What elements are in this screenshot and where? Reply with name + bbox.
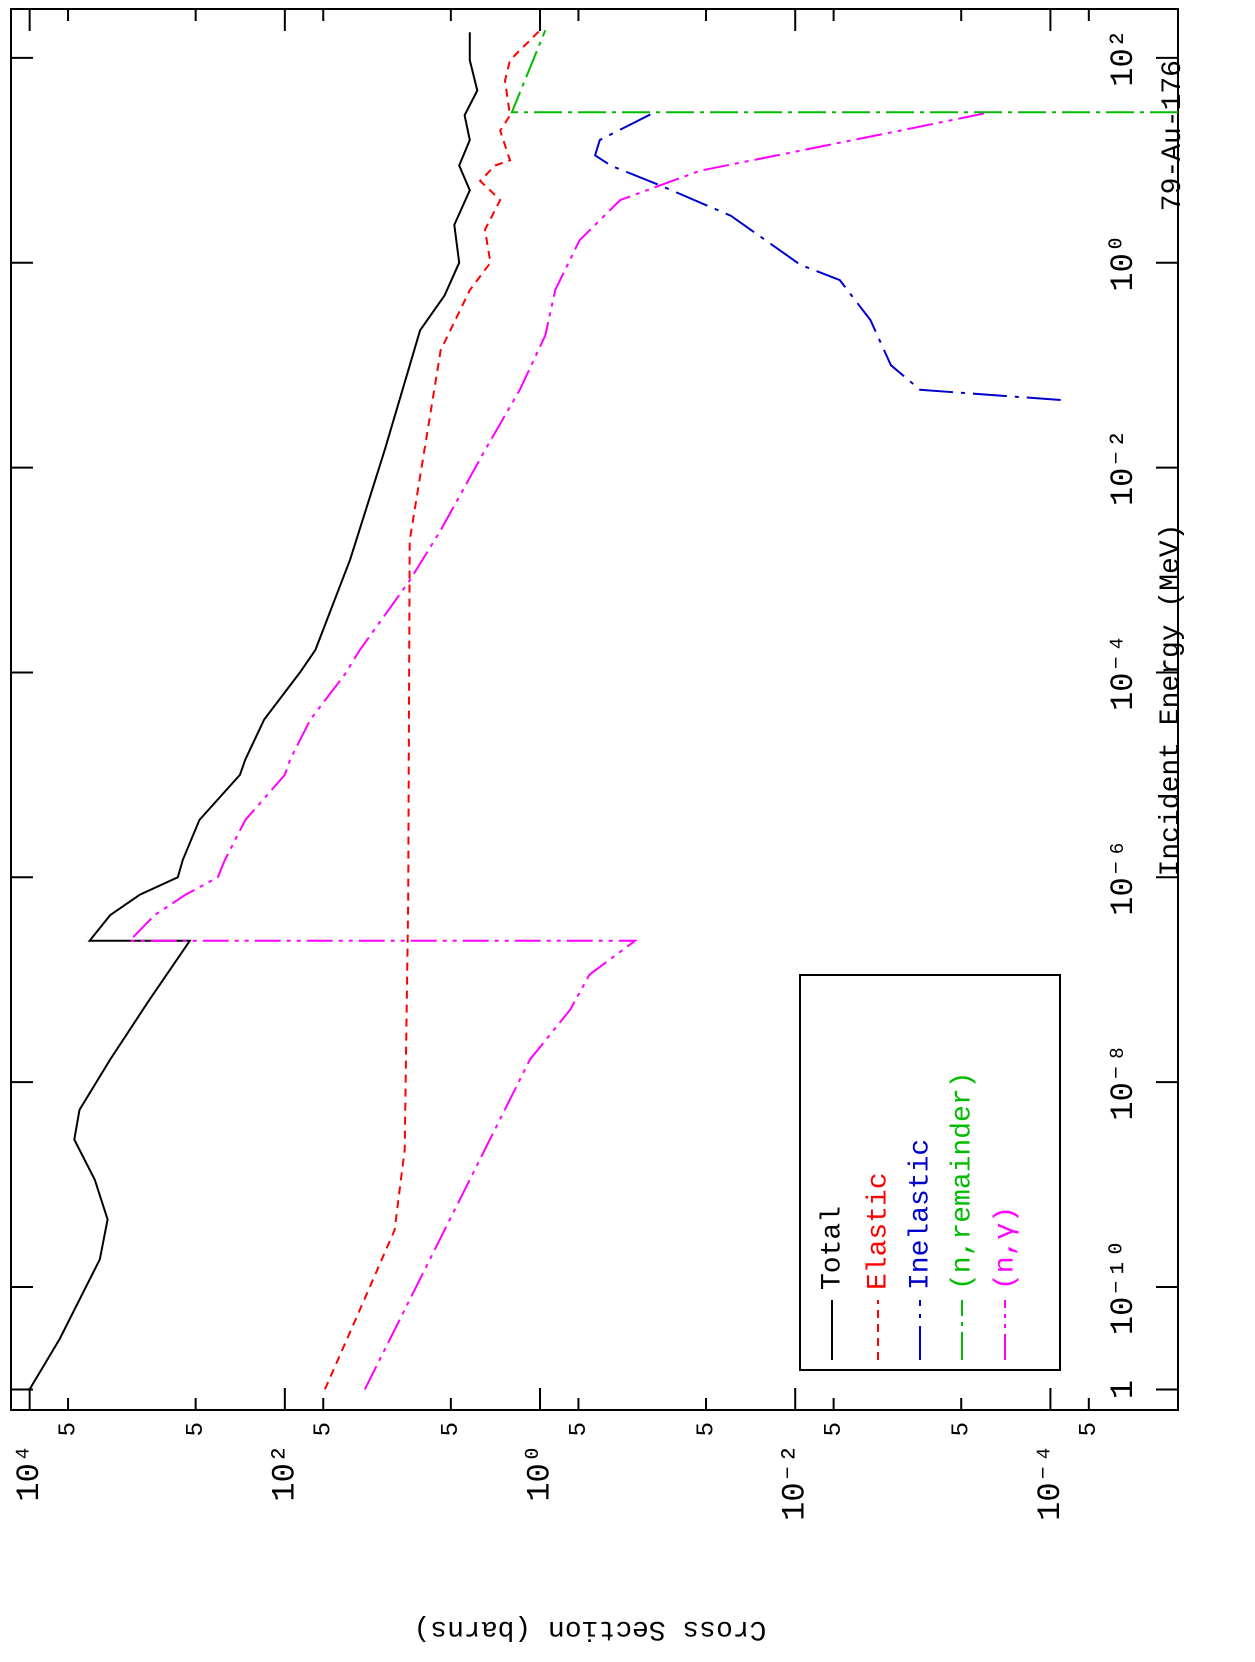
x-tick-label: 10⁻⁸ <box>1105 1044 1142 1121</box>
legend-label: Inelastic <box>905 1139 936 1290</box>
x-tick-label: 10⁰ <box>1105 234 1142 292</box>
series-line <box>323 29 541 1390</box>
y-tick-label: 10⁻⁴ <box>1032 1444 1069 1521</box>
x-tick-label: 1 <box>1105 1380 1142 1399</box>
y-tick-label: 10⁻² <box>777 1444 814 1521</box>
y-tick-label: 5 <box>693 1422 720 1436</box>
series-line <box>28 32 479 1390</box>
y-tick-label: 5 <box>949 1422 976 1436</box>
legend-label: Total <box>817 1206 848 1290</box>
legend-label: (n,γ) <box>990 1206 1021 1290</box>
legend-label: Elastic <box>863 1172 894 1290</box>
legend-box <box>799 974 1061 1371</box>
chart-title: 79-Au-176 <box>1158 60 1189 211</box>
x-tick-label: 10⁻⁴ <box>1105 634 1142 711</box>
plot-frame <box>10 8 1179 1411</box>
x-tick-label: 10⁻¹⁰ <box>1105 1239 1142 1335</box>
y-tick-label: 5 <box>566 1422 593 1436</box>
y-tick-label: 5 <box>438 1422 465 1436</box>
x-tick-label: 10⁻⁶ <box>1105 839 1142 916</box>
series-line <box>593 111 1061 401</box>
x-tick-label: 10² <box>1105 29 1142 87</box>
rotated-plot: 79-Au-176 Incident Energy (MeV) Cross Se… <box>10 8 1189 1644</box>
y-tick-label: 10⁰ <box>521 1444 558 1502</box>
y-tick-label: 5 <box>311 1422 338 1436</box>
y-tick-label: 10⁴ <box>11 1444 48 1502</box>
series-line <box>127 111 991 1390</box>
legend-label: (n,remainder) <box>947 1072 978 1290</box>
y-tick-label: 10² <box>266 1444 303 1502</box>
series-line <box>510 29 1178 114</box>
x-tick-label: 10⁻² <box>1105 429 1142 506</box>
x-axis-label: Incident Energy (MeV) <box>1156 524 1187 877</box>
y-tick-label: 5 <box>183 1422 210 1436</box>
y-tick-label: 5 <box>1076 1422 1103 1436</box>
y-tick-label: 5 <box>55 1422 82 1436</box>
y-axis-label: Cross Section (barns) <box>414 1613 767 1644</box>
y-tick-label: 5 <box>821 1422 848 1436</box>
